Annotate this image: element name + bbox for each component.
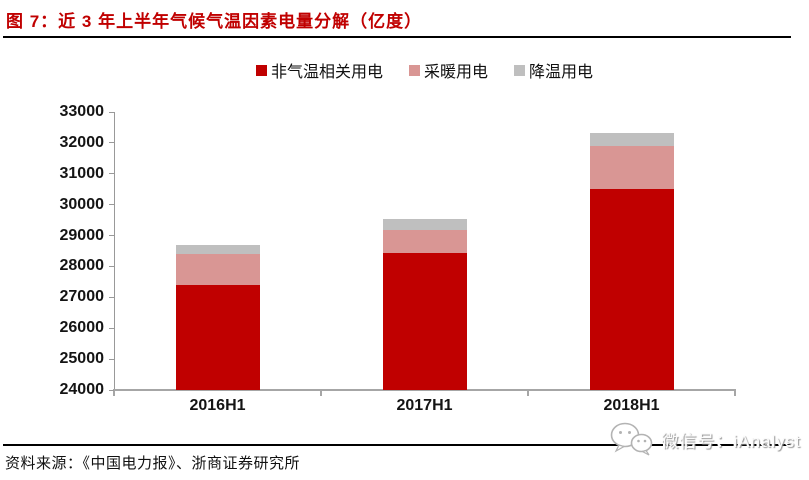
y-axis-label: 26000 — [59, 319, 105, 337]
title-divider — [3, 36, 791, 38]
legend-swatch-icon — [255, 64, 267, 76]
y-axis-line — [114, 112, 115, 391]
y-axis-tick — [109, 235, 114, 237]
y-axis-label: 31000 — [59, 164, 105, 182]
y-axis-tick — [109, 111, 114, 113]
y-axis-label: 30000 — [59, 195, 105, 213]
watermark: 微信号：iAnalyst — [609, 421, 801, 457]
x-axis-label: 2018H1 — [603, 397, 660, 414]
legend-item: 采暖用电 — [408, 58, 488, 82]
y-axis-label: 33000 — [59, 103, 105, 120]
y-axis-tick — [109, 327, 114, 329]
bar-segment-2018H1 — [589, 189, 674, 390]
y-axis-label: 24000 — [59, 381, 105, 398]
y-axis-tick — [109, 142, 114, 144]
chart-plot: 24000 25000 26000 27000 28000 29000 30000 31000… — [60, 103, 736, 414]
legend-swatch-icon — [514, 64, 525, 76]
y-axis-label: 32000 — [59, 133, 105, 151]
legend-item: 非气温相关用电 — [255, 58, 383, 82]
y-axis-label: 29000 — [59, 226, 105, 244]
footer-divider — [3, 444, 791, 446]
y-axis-label: 28000 — [59, 257, 105, 275]
x-axis-label: 2017H1 — [396, 397, 453, 414]
bar-segment-2017H1 — [382, 230, 467, 254]
y-axis-label: 27000 — [59, 288, 105, 306]
x-axis-tick — [527, 391, 529, 396]
bar-segment-2018H1 — [589, 146, 674, 190]
legend-label: 采暖用电 — [423, 64, 488, 81]
x-axis-line — [113, 389, 736, 391]
watermark-text: 微信号：iAnalyst — [661, 431, 801, 451]
bar-segment-2017H1 — [382, 253, 467, 390]
chart-legend: 非气温相关用电 采暖用电 降温用电 — [114, 59, 735, 81]
y-axis-tick — [109, 389, 114, 391]
y-axis-tick — [109, 358, 114, 360]
x-axis-tick — [113, 391, 115, 396]
bar-segment-2016H1 — [175, 284, 260, 390]
y-axis-tick — [109, 265, 114, 267]
x-axis-label: 2016H1 — [189, 397, 246, 414]
legend-swatch-icon — [408, 64, 420, 76]
bar-segment-2016H1 — [175, 244, 260, 255]
wechat-icon — [611, 422, 653, 456]
legend-label: 降温用电 — [529, 64, 594, 81]
y-axis-tick — [109, 296, 114, 298]
bar-segment-2016H1 — [175, 254, 260, 285]
bar-segment-2017H1 — [382, 218, 467, 231]
x-axis-tick — [320, 391, 322, 396]
x-axis-tick — [734, 391, 736, 396]
y-axis-tick — [109, 173, 114, 175]
figure-title: 图 7：近 3 年上半年气候气温因素电量分解（亿度） — [6, 12, 423, 31]
bar-segment-2018H1 — [589, 132, 674, 147]
source-note: 资料来源：《中国电力报》、浙商证券研究所 — [5, 456, 301, 472]
legend-label: 非气温相关用电 — [270, 64, 383, 81]
y-axis-tick — [109, 204, 114, 206]
y-axis-label: 25000 — [59, 350, 105, 368]
legend-item: 降温用电 — [514, 58, 593, 82]
